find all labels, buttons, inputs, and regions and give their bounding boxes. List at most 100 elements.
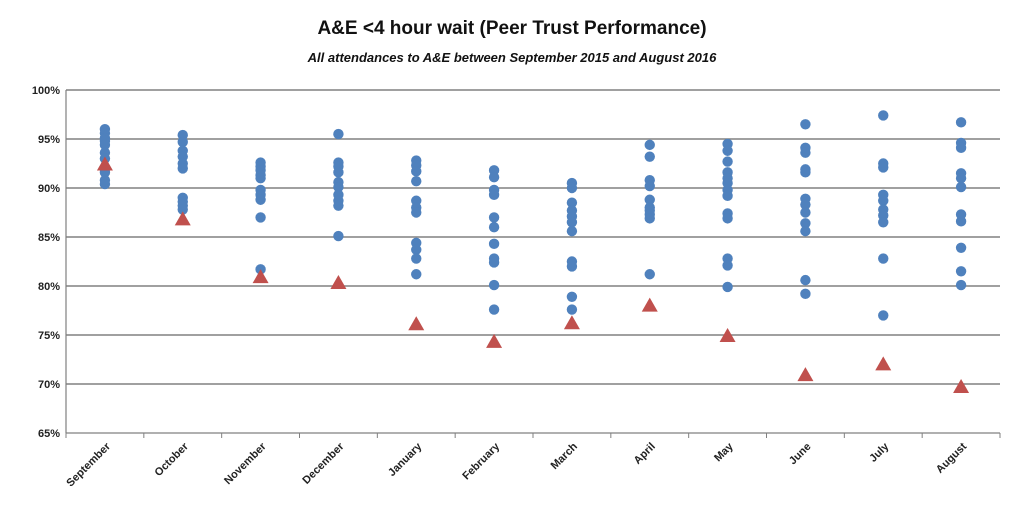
peer-point <box>722 260 733 271</box>
peer-point <box>644 194 655 205</box>
peer-point <box>800 288 811 300</box>
peer-point <box>878 217 889 228</box>
x-tick-label: December <box>300 440 347 487</box>
peer-point <box>722 213 733 224</box>
x-tick-label: November <box>222 440 269 487</box>
peer-point <box>488 189 500 201</box>
peer-point <box>488 172 500 183</box>
y-tick-label: 75% <box>38 330 60 342</box>
peer-point <box>488 222 500 233</box>
trust-point <box>563 315 580 330</box>
peer-point <box>800 199 811 210</box>
peer-point <box>722 281 733 293</box>
peer-point <box>566 182 578 194</box>
peer-point <box>878 253 889 264</box>
peer-point <box>411 207 422 218</box>
peer-point <box>955 181 967 193</box>
trust-point <box>408 316 425 331</box>
peer-point <box>955 266 967 277</box>
y-tick-label: 100% <box>32 85 60 97</box>
trust-point <box>953 378 970 393</box>
x-tick-label: October <box>153 440 192 479</box>
peer-point <box>644 139 655 151</box>
peer-point <box>955 216 967 227</box>
peer-point <box>644 213 655 224</box>
peer-point <box>722 190 733 202</box>
peer-point <box>800 147 811 158</box>
peer-point <box>955 173 967 184</box>
y-tick-label: 85% <box>38 232 60 244</box>
peer-point <box>722 145 733 156</box>
peer-point <box>800 119 811 130</box>
peer-point <box>878 162 889 173</box>
peer-point <box>566 197 578 208</box>
peer-point <box>955 242 967 253</box>
x-tick-label: August <box>934 440 970 476</box>
chart-subtitle: All attendances to A&E between September… <box>307 50 717 65</box>
peer-point <box>566 304 578 315</box>
y-tick-label: 65% <box>38 428 60 440</box>
peer-point <box>333 128 344 140</box>
peer-point <box>99 178 111 190</box>
trust-point <box>875 356 892 371</box>
y-tick-label: 80% <box>38 281 60 293</box>
peer-point <box>333 230 344 242</box>
peer-point <box>488 304 500 315</box>
peer-point <box>644 180 655 192</box>
peer-point <box>411 253 422 264</box>
peer-point <box>800 225 811 237</box>
peer-point <box>177 136 188 148</box>
y-tick-label: 70% <box>38 379 60 391</box>
peer-point <box>566 261 578 272</box>
peer-point <box>411 269 422 280</box>
x-tick-label: March <box>549 440 581 472</box>
peer-point <box>255 173 266 184</box>
peer-point <box>644 151 655 162</box>
trust-point <box>486 333 503 348</box>
peer-point <box>955 279 967 291</box>
trust-point <box>719 327 736 342</box>
peer-point <box>800 207 811 218</box>
peer-point <box>955 142 967 154</box>
peer-point <box>488 257 500 268</box>
chart-title: A&E <4 hour wait (Peer Trust Performance… <box>317 18 707 39</box>
peer-point <box>566 217 578 228</box>
peer-point <box>488 279 500 291</box>
peer-point <box>644 269 655 280</box>
peer-point <box>333 167 344 178</box>
y-tick-label: 95% <box>38 134 60 146</box>
peer-point <box>566 225 578 237</box>
peer-point <box>800 274 811 286</box>
x-tick-label: September <box>64 440 113 489</box>
x-tick-label: July <box>867 440 892 465</box>
peer-point <box>255 212 266 223</box>
peer-point <box>255 194 266 205</box>
trust-point <box>330 275 347 290</box>
trust-point <box>174 211 191 226</box>
peer-point <box>177 163 188 174</box>
peer-point <box>878 110 889 121</box>
peer-point <box>722 156 733 167</box>
trust-point <box>252 269 269 284</box>
x-tick-label: May <box>712 440 736 464</box>
peer-point <box>333 200 344 211</box>
peer-point <box>411 175 422 187</box>
peer-point <box>177 204 188 215</box>
peer-point <box>878 310 889 321</box>
peer-point <box>566 291 578 302</box>
y-tick-label: 90% <box>38 183 60 195</box>
trust-point <box>641 297 658 312</box>
peer-point <box>333 181 344 193</box>
x-tick-label: June <box>787 441 814 468</box>
peer-point <box>488 212 500 223</box>
peer-point <box>955 117 967 128</box>
peer-point <box>878 195 889 206</box>
peer-point <box>800 167 811 178</box>
x-tick-label: January <box>386 440 425 479</box>
x-tick-label: February <box>460 440 502 482</box>
peer-point <box>411 166 422 177</box>
x-tick-label: April <box>632 441 658 467</box>
peer-point <box>411 244 422 255</box>
